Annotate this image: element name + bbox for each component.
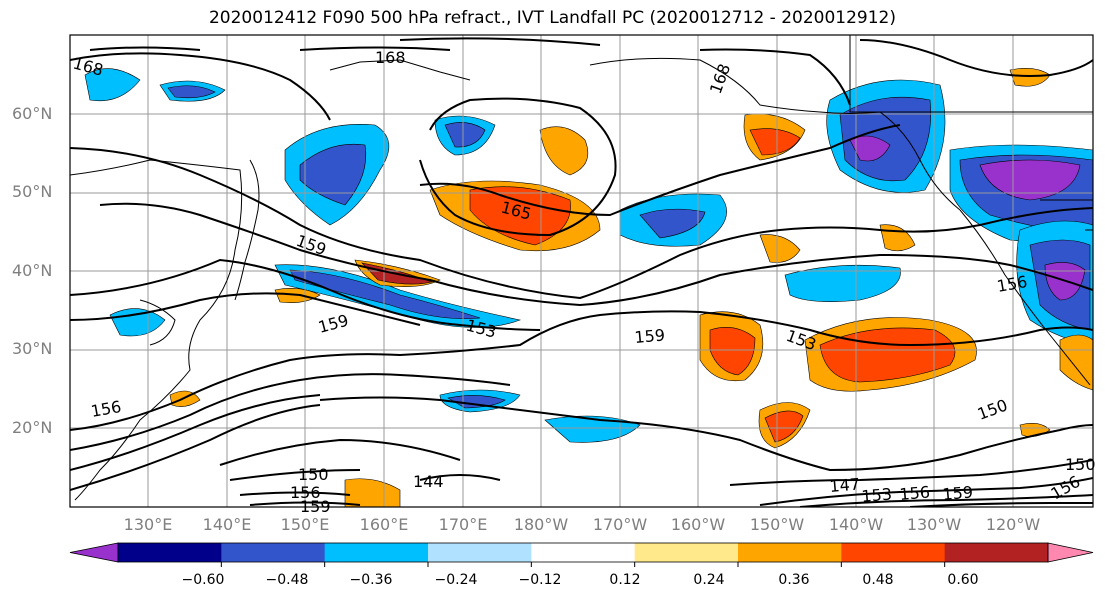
contour-label: 156: [290, 483, 321, 502]
contour-label: 150: [298, 465, 329, 484]
latitude-label: 60°N: [12, 104, 53, 123]
map-frame: [69, 34, 1094, 508]
latitude-label: 40°N: [12, 261, 53, 280]
latitude-label: 50°N: [12, 182, 53, 201]
longitude-label: 180°W: [513, 515, 569, 534]
colorbar-segment: [324, 543, 429, 562]
colorbar-frame: [117, 542, 1049, 563]
contour-label: 159: [300, 497, 331, 516]
colorbar-tick: −0.48: [265, 572, 309, 588]
contour-label: 144: [413, 472, 444, 491]
contour-label: 159: [634, 325, 666, 347]
longitude-label: 160°E: [359, 515, 409, 534]
longitude-label: 160°W: [670, 515, 726, 534]
colorbar-segment: [531, 543, 636, 562]
colorbar-segment: [428, 543, 532, 562]
colorbar-segment: [221, 543, 326, 562]
colorbar-segment: [118, 543, 222, 562]
longitude-label: 150°E: [280, 515, 330, 534]
contour-label: 159: [942, 482, 974, 504]
colorbar-segment: [634, 543, 739, 562]
longitude-label: 130°W: [906, 515, 962, 534]
colorbar-tick: −0.12: [518, 572, 562, 588]
gridlines: [70, 35, 1093, 507]
colorbar-segment: [738, 543, 842, 562]
contour-label: 168: [375, 48, 406, 67]
longitude-label: 140°E: [202, 515, 252, 534]
latitude-label: 30°N: [12, 339, 53, 358]
contour-label: 156: [899, 482, 931, 504]
colorbar-tick: 0.24: [693, 572, 725, 588]
height-contours: [70, 37, 1093, 507]
figure-title: 2020012412 F090 500 hPa refract., IVT La…: [208, 8, 896, 28]
longitude-label: 120°W: [985, 515, 1041, 534]
contour-label: 153: [861, 484, 893, 506]
longitude-label: 130°E: [123, 515, 173, 534]
colorbar-segment: [944, 543, 1049, 562]
colorbar-tick: −0.60: [181, 572, 225, 588]
contour-label: 150: [1065, 455, 1096, 474]
colorbar-tick: −0.36: [349, 572, 393, 588]
colorbar-segment: [841, 543, 946, 562]
coastlines: [70, 35, 1093, 501]
longitude-label: 150°W: [749, 515, 805, 534]
colorbar-tick: 0.12: [609, 572, 641, 588]
colorbar-tick: −0.24: [434, 572, 478, 588]
longitude-label: 170°E: [438, 515, 488, 534]
contour-labels: 168 168 168 165 159 159 153 159 153 156 …: [71, 48, 1096, 516]
colorbar-tick: 0.36: [778, 572, 810, 588]
longitude-label: 170°W: [592, 515, 648, 534]
longitude-label: 140°W: [828, 515, 884, 534]
colorbar-extend-max: [1047, 542, 1094, 563]
colorbar-tick: 0.60: [947, 572, 979, 588]
shaded-anomaly-fields: [84, 68, 1093, 507]
colorbar-extend-min: [69, 542, 119, 563]
colorbar-tick: 0.48: [862, 572, 894, 588]
latitude-label: 20°N: [12, 418, 53, 437]
contour-label: 147: [829, 474, 861, 496]
